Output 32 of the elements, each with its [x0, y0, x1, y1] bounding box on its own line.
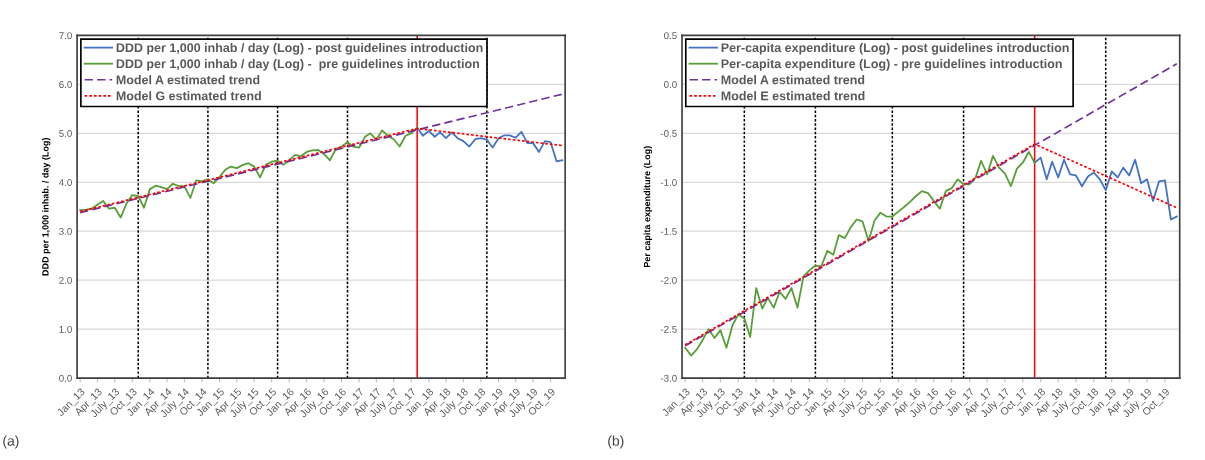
legend-label: DDD per 1,000 inhab / day (Log) - post guidelines introduction	[116, 42, 483, 55]
y-tick-label: 2.0	[59, 276, 72, 284]
y-tick-label: 0.5	[664, 32, 677, 40]
y-tick-label: 4.0	[58, 179, 72, 186]
legend-label: Model A estimated trend	[721, 75, 865, 85]
y-tick-label: 6.0	[59, 81, 72, 88]
y-axis-title: DDD per 1,000 inhab. / day (Log)	[41, 137, 51, 276]
y-axis-title: Per capita expenditure (Log)	[643, 146, 653, 268]
y-tick-label: -1.0	[660, 179, 677, 186]
legend-label: Model A estimated trend	[116, 75, 260, 85]
y-tick-label: 1.0	[59, 325, 72, 333]
y-tick-label: -2.5	[660, 325, 677, 333]
y-tick-label: -1.5	[660, 228, 677, 235]
y-tick-label: 3.0	[59, 227, 72, 235]
text: (a)	[3, 435, 19, 449]
line-series	[416, 126, 564, 163]
line-series	[684, 151, 1036, 357]
legend-label: DDD per 1,000 inhab / day (Log) - pre guidelines introduction	[116, 59, 480, 71]
legend-label: Model G estimated trend	[116, 91, 261, 101]
legend-label: Per-capita expenditure (Log) - post guidelines introduction	[721, 42, 1069, 55]
y-tick-label: -3.0	[660, 374, 677, 382]
y-tick-label: 0.0	[664, 81, 677, 88]
y-tick-label: 0.0	[59, 374, 72, 382]
y-tick-label: 5.0	[59, 130, 72, 137]
legend-label: Model E estimated trend	[721, 91, 865, 101]
text: (b)	[608, 435, 624, 449]
line-series	[1033, 156, 1178, 221]
line-series	[79, 126, 419, 219]
y-tick-label: -0.5	[660, 130, 677, 137]
y-tick-label: -2.0	[660, 276, 677, 284]
y-tick-label: 7.0	[59, 32, 72, 40]
legend-label: Per-capita expenditure (Log) - pre guidelines introduction	[721, 59, 1062, 71]
